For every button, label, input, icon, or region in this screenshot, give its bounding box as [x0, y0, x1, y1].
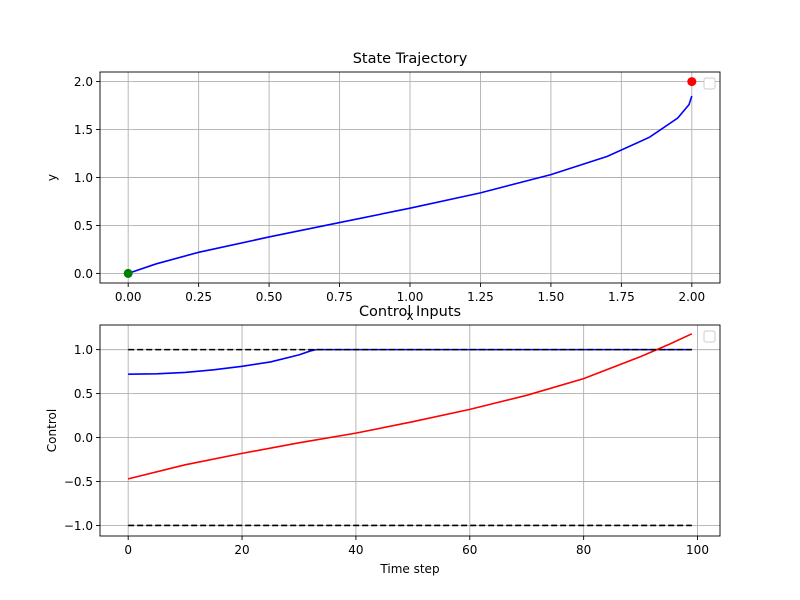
- series-lines: [127, 333, 693, 527]
- x-tick-label: 40: [348, 543, 363, 557]
- legend-box: [703, 330, 716, 343]
- end-point-marker: [687, 77, 697, 87]
- ticks: 0.00 0.25 0.50 0.75 1.00 1.25 1.50 1.75 2.00 0.0 0…: [74, 75, 705, 304]
- y-axis-label: Control: [45, 409, 59, 452]
- y-tick-label: 0.5: [74, 387, 93, 401]
- x-tick-label: 1.00: [397, 290, 424, 304]
- ticks: 0 20 40 60 80 100 −1.0 −0.5 0.0 0.5 1.0: [64, 343, 709, 557]
- series-line: [127, 333, 693, 480]
- x-tick-label: 1.75: [608, 290, 635, 304]
- state-trajectory-plot: 0.00 0.25 0.50 0.75 1.00 1.25 1.50 1.75 2.00 0.0 0…: [45, 51, 721, 323]
- plot-title: State Trajectory: [353, 51, 468, 67]
- x-axis-label: Time step: [379, 562, 439, 576]
- series-line: [127, 95, 693, 275]
- x-tick-label: 0.00: [115, 290, 142, 304]
- y-tick-label: 2.0: [74, 75, 93, 89]
- plot-title: Control Inputs: [359, 304, 461, 320]
- x-tick-label: 1.50: [538, 290, 565, 304]
- y-tick-label: −1.0: [64, 519, 93, 533]
- y-tick-label: 0.5: [74, 219, 93, 233]
- x-tick-label: 1.25: [467, 290, 494, 304]
- control-inputs-plot: 0 20 40 60 80 100 −1.0 −0.5 0.0 0.5 1.0 Control In…: [45, 304, 721, 576]
- x-tick-label: 100: [686, 543, 709, 557]
- markers: [123, 77, 697, 278]
- x-tick-label: 0: [124, 543, 132, 557]
- y-tick-label: 1.0: [74, 171, 93, 185]
- plot-frame: [99, 324, 721, 537]
- x-tick-label: 20: [234, 543, 249, 557]
- x-tick-label: 0.50: [256, 290, 283, 304]
- y-tick-label: −0.5: [64, 475, 93, 489]
- start-point-marker: [123, 268, 133, 278]
- x-tick-label: 2.00: [678, 290, 705, 304]
- x-tick-label: 80: [576, 543, 591, 557]
- y-axis-label: y: [45, 174, 59, 181]
- x-tick-label: 0.75: [326, 290, 353, 304]
- y-tick-label: 1.0: [74, 343, 93, 357]
- x-tick-label: 60: [462, 543, 477, 557]
- x-axis-label: x: [406, 309, 413, 323]
- y-tick-label: 1.5: [74, 123, 93, 137]
- series-lines: [127, 95, 693, 275]
- y-tick-label: 0.0: [74, 431, 93, 445]
- y-tick-label: 0.0: [74, 267, 93, 281]
- legend-box: [703, 77, 716, 90]
- x-tick-label: 0.25: [185, 290, 212, 304]
- grid: [100, 72, 720, 283]
